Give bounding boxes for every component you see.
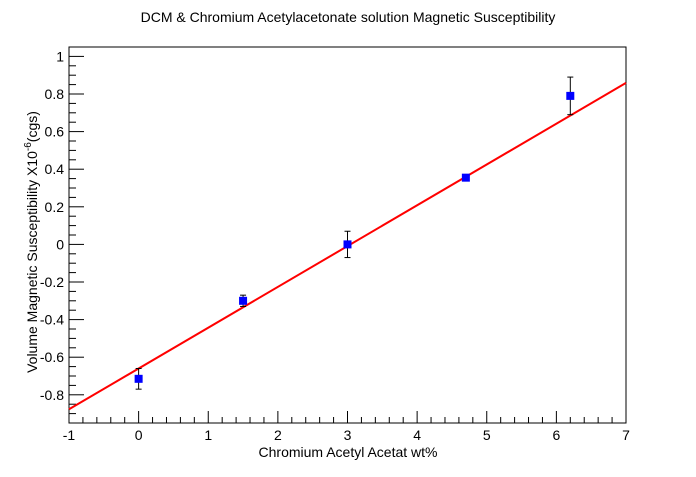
y-axis-label-exponent: -6	[23, 142, 34, 151]
y-tick-label: 0.4	[45, 161, 65, 177]
y-tick-label: -0.8	[40, 387, 64, 403]
x-axis-label: Chromium Acetyl Acetat wt%	[259, 444, 438, 460]
x-tick-label: 2	[274, 427, 282, 443]
y-tick-label: 0.2	[45, 199, 65, 215]
data-points-group	[134, 76, 575, 390]
y-tick-label: -0.4	[40, 312, 64, 328]
data-point	[566, 91, 575, 100]
y-tick-label: 0.8	[45, 86, 65, 102]
y-axis: -0.8 -0.6 -0.4 -0.2 0 0.2 0.4 0.6 0.8 1	[40, 46, 84, 424]
y-axis-label-unit: (cgs)	[24, 111, 40, 142]
y-axis-label-main: Volume Magnetic Susceptibility X10	[24, 151, 40, 373]
x-tick-label: 5	[483, 427, 491, 443]
data-point	[134, 374, 143, 383]
y-tick-label: 1	[56, 48, 64, 64]
x-tick-label: 3	[344, 427, 352, 443]
x-tick-label: -1	[63, 427, 76, 443]
y-tick-label: -0.2	[40, 274, 64, 290]
y-tick-label: 0.6	[45, 124, 65, 140]
y-axis-label: Volume Magnetic Susceptibility X10-6(cgs…	[23, 111, 40, 373]
x-tick-label: 0	[135, 427, 143, 443]
x-tick-label: 1	[204, 427, 212, 443]
data-point	[239, 296, 248, 305]
y-tick-label: -0.6	[40, 349, 64, 365]
x-tick-label: 6	[552, 427, 560, 443]
chart-title: DCM & Chromium Acetylacetonate solution …	[141, 9, 556, 25]
x-tick-label: 4	[413, 427, 421, 443]
data-point	[461, 173, 470, 182]
x-tick-label: 7	[622, 427, 630, 443]
y-tick-label: 0	[56, 236, 64, 252]
x-axis: -1 0 1 2 3 4 5 6 7	[63, 411, 630, 443]
data-point	[343, 240, 352, 249]
